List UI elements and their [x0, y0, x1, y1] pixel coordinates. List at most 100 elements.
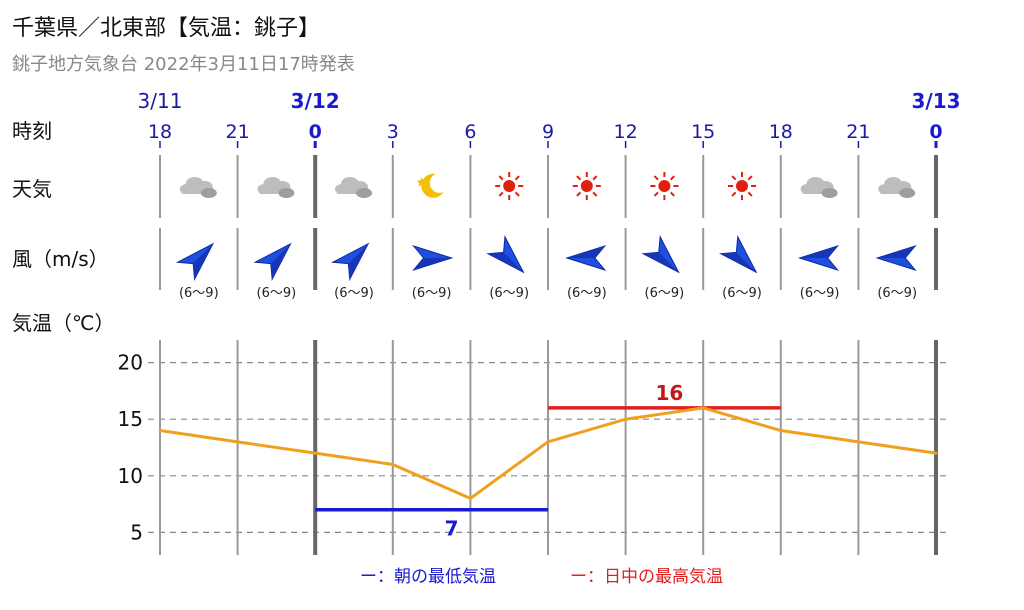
y-tick-label: 20: [118, 351, 143, 375]
page-title: 千葉県／北東部【気温：銚子】: [12, 16, 321, 41]
time-tick-label: 3: [387, 121, 399, 143]
wind-arrow-icon: [331, 242, 370, 281]
temperature-point: [856, 440, 860, 444]
temperature-point: [779, 429, 783, 433]
sun-ray: [498, 175, 504, 181]
y-tick-label: 5: [130, 520, 143, 544]
sun-icon: [650, 172, 679, 200]
sun-core: [736, 180, 748, 192]
wind-speed-label: (6〜9): [722, 286, 762, 301]
time-tick-label: 21: [846, 121, 870, 143]
wind-arrow-shade: [348, 243, 369, 280]
temperature-point: [701, 406, 705, 410]
legend-min-temp: ー：朝の最低気温: [360, 567, 496, 587]
time-tick-label: 18: [769, 121, 793, 143]
wind-arrow-icon: [797, 245, 840, 271]
wind-arrow-icon: [486, 235, 525, 274]
cloud-part: [278, 188, 295, 198]
temperature-point: [546, 440, 550, 444]
sun-ray: [576, 175, 582, 181]
cloud-part: [821, 188, 838, 198]
sun-core: [658, 180, 671, 192]
max-temp-label: 16: [655, 381, 683, 405]
wind-arrow-icon: [875, 245, 917, 271]
time-row-label: 時刻: [12, 119, 52, 143]
legend-max-temp: ー：日中の最高気温: [570, 567, 723, 587]
wind-arrow-shade: [270, 243, 291, 280]
wind-speed-label: (6〜9): [645, 286, 685, 301]
sun-ray: [747, 191, 753, 197]
temperature-point: [158, 429, 162, 433]
wind-arrow-shape: [641, 235, 680, 274]
wind-arrow-icon: [253, 242, 292, 281]
star-shape: [416, 177, 427, 187]
wind-speed-label: (6〜9): [877, 286, 917, 301]
wind-speed-label: (6〜9): [334, 286, 374, 301]
moon-clear-icon: [416, 173, 444, 198]
wind-arrow-shade: [643, 252, 679, 273]
sun-ray: [514, 191, 520, 197]
wind-speed-label: (6〜9): [412, 286, 452, 301]
wind-speed-label: (6〜9): [179, 286, 219, 301]
wind-arrow-icon: [412, 245, 454, 271]
wind-arrow-shade: [413, 258, 452, 270]
temperature-point: [236, 440, 240, 444]
sun-ray: [498, 191, 504, 197]
temperature-point: [624, 417, 628, 421]
cloud-part: [200, 188, 217, 198]
sun-core: [503, 180, 516, 192]
time-tick-label: 15: [691, 121, 715, 143]
cloud-part: [356, 188, 372, 198]
wind-speed-label: (6〜9): [489, 286, 529, 301]
time-tick-label: 9: [542, 121, 554, 143]
time-tick-label: 18: [148, 121, 172, 143]
sun-ray: [653, 175, 659, 181]
date-label: 3/11: [138, 89, 183, 113]
wind-speed-label: (6〜9): [567, 286, 607, 301]
sun-ray: [592, 175, 598, 181]
sun-ray: [731, 191, 737, 197]
time-tick-label: 21: [226, 121, 250, 143]
temp-row-label: 気温（℃）: [12, 311, 114, 335]
temperature-point: [391, 462, 395, 466]
cloudy-icon: [335, 177, 372, 198]
sun-ray: [747, 175, 753, 181]
wind-arrow-icon: [565, 245, 607, 271]
sun-ray: [731, 175, 737, 181]
y-tick-label: 10: [118, 464, 143, 488]
cloudy-icon: [257, 177, 295, 198]
wind-arrow-shape: [719, 235, 758, 274]
wind-arrow-shade: [877, 246, 916, 258]
wind-arrow-icon: [719, 235, 758, 274]
sun-ray: [670, 191, 676, 197]
cloudy-icon: [878, 177, 916, 198]
wind-arrow-shade: [487, 252, 524, 273]
sun-core: [580, 180, 593, 192]
wind-speed-label: (6〜9): [800, 286, 840, 301]
min-temp-label: 7: [445, 517, 459, 541]
wind-arrow-icon: [641, 235, 680, 274]
time-tick-label: 6: [464, 121, 476, 143]
wind-arrow-shape: [253, 242, 292, 281]
time-tick-label: 0: [309, 121, 322, 143]
wind-arrow-shade: [566, 246, 605, 258]
temperature-point: [934, 451, 938, 455]
sun-icon: [495, 172, 524, 200]
y-tick-label: 15: [118, 407, 143, 431]
wind-arrow-icon: [175, 242, 215, 281]
time-tick-label: 12: [614, 121, 638, 143]
temperature-point: [468, 496, 472, 500]
date-label: 3/13: [911, 89, 960, 113]
sun-icon: [728, 172, 756, 200]
sun-icon: [572, 172, 601, 200]
page-subtitle: 銚子地方気象台 2022年3月11日17時発表: [12, 54, 355, 75]
wind-arrow-shade: [720, 252, 757, 273]
sun-ray: [576, 191, 582, 197]
wind-arrow-shade: [799, 246, 838, 258]
sun-ray: [653, 191, 659, 197]
cloud-part: [899, 188, 916, 198]
sun-ray: [670, 175, 676, 181]
moon-shape: [421, 173, 444, 198]
wind-speed-label: (6〜9): [257, 286, 297, 301]
